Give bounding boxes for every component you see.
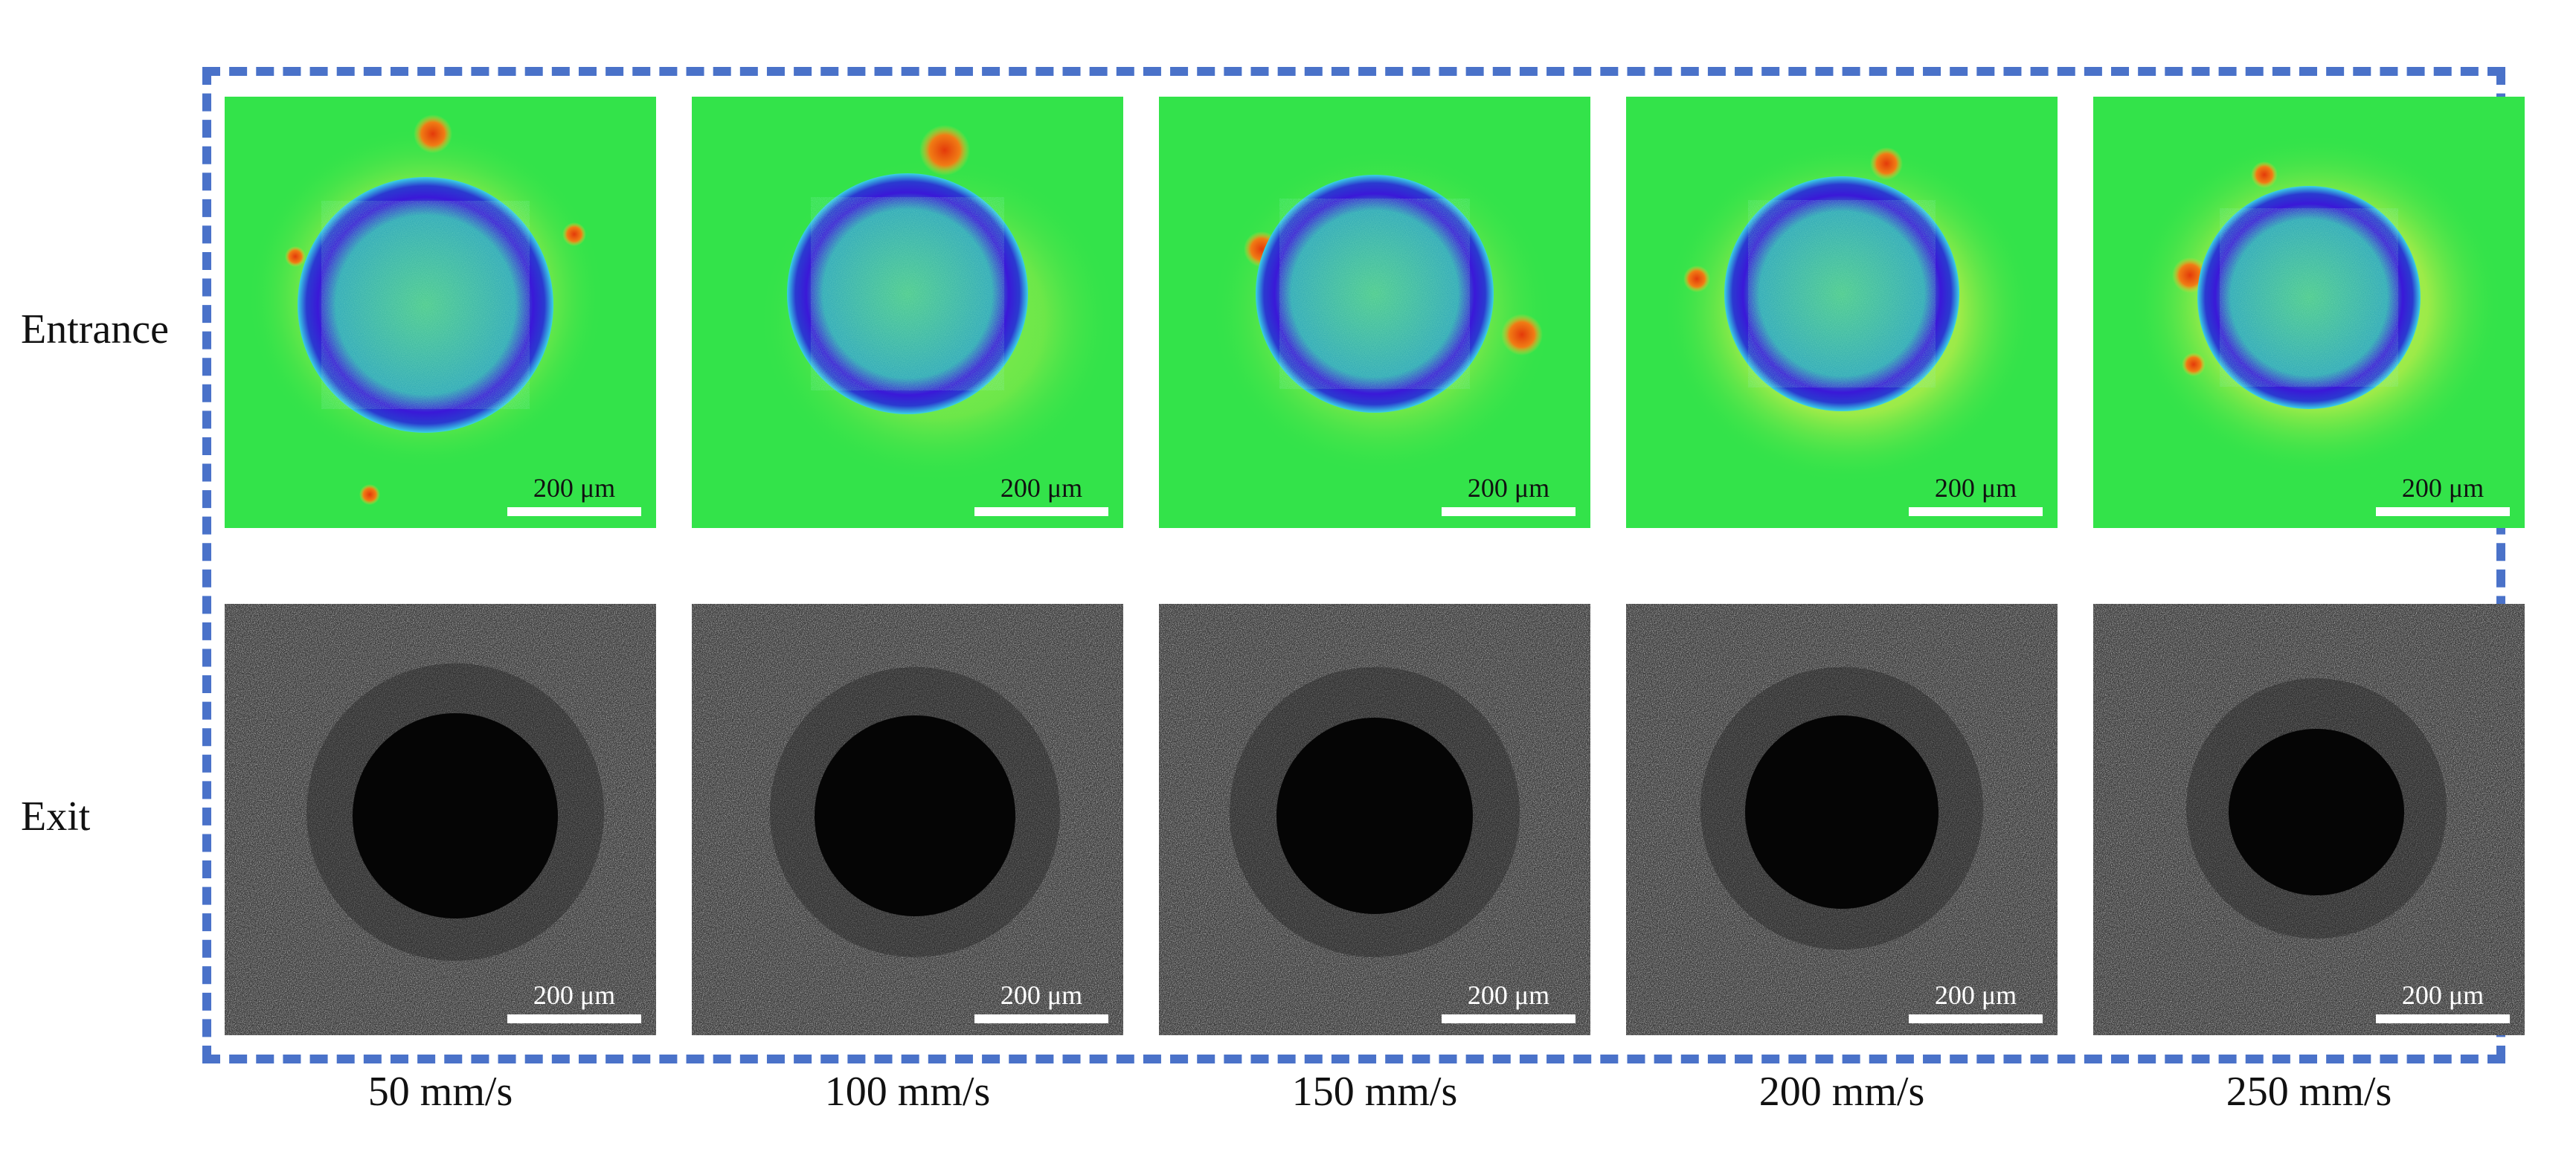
scale-bar: 200 μm <box>2376 474 2510 516</box>
scale-bar-line <box>1442 1014 1576 1023</box>
entrance-panel-3: 200 μm <box>1159 97 1590 528</box>
scale-bar: 200 μm <box>507 474 641 516</box>
scale-bar: 200 μm <box>1442 982 1576 1023</box>
scale-bar-line <box>507 1014 641 1023</box>
scale-bar: 200 μm <box>2376 982 2510 1023</box>
scale-bar-label: 200 μm <box>1934 980 2017 1010</box>
scale-bar-line <box>1909 507 2043 516</box>
scale-bar-label: 200 μm <box>1000 980 1083 1010</box>
entrance-panel-1: 200 μm <box>225 97 656 528</box>
scale-bar-label: 200 μm <box>1467 473 1550 503</box>
row-label-entrance: Entrance <box>21 306 169 353</box>
scale-bar: 200 μm <box>974 474 1108 516</box>
scale-bar-label: 200 μm <box>1467 980 1550 1010</box>
scale-bar-label: 200 μm <box>1934 473 2017 503</box>
exit-panel-1: 200 μm <box>225 604 656 1035</box>
speed-label-2: 100 mm/s <box>824 1069 991 1115</box>
exit-panel-2: 200 μm <box>692 604 1123 1035</box>
entrance-panel-2: 200 μm <box>692 97 1123 528</box>
scale-bar-label: 200 μm <box>2401 473 2485 503</box>
scale-bar-line <box>2376 507 2510 516</box>
speed-label-3: 150 mm/s <box>1291 1069 1458 1115</box>
speed-label-1: 50 mm/s <box>367 1069 513 1115</box>
exit-panel-3: 200 μm <box>1159 604 1590 1035</box>
scale-bar-line <box>974 507 1108 516</box>
scale-bar: 200 μm <box>1909 474 2043 516</box>
entrance-panel-4: 200 μm <box>1626 97 2058 528</box>
scale-bar: 200 μm <box>507 982 641 1023</box>
scale-bar: 200 μm <box>1909 982 2043 1023</box>
scale-bar-line <box>974 1014 1108 1023</box>
scale-bar-label: 200 μm <box>1000 473 1083 503</box>
row-label-exit: Exit <box>21 794 91 840</box>
scale-bar-label: 200 μm <box>533 473 616 503</box>
speed-label-5: 250 mm/s <box>2226 1069 2392 1115</box>
scale-bar-line <box>1909 1014 2043 1023</box>
entrance-panel-5: 200 μm <box>2093 97 2525 528</box>
scale-bar-line <box>507 507 641 516</box>
exit-panel-5: 200 μm <box>2093 604 2525 1035</box>
exit-panel-4: 200 μm <box>1626 604 2058 1035</box>
scale-bar: 200 μm <box>1442 474 1576 516</box>
scale-bar-line <box>1442 507 1576 516</box>
scale-bar: 200 μm <box>974 982 1108 1023</box>
scale-bar-line <box>2376 1014 2510 1023</box>
scale-bar-label: 200 μm <box>2401 980 2485 1010</box>
speed-label-4: 200 mm/s <box>1758 1069 1925 1115</box>
scale-bar-label: 200 μm <box>533 980 616 1010</box>
